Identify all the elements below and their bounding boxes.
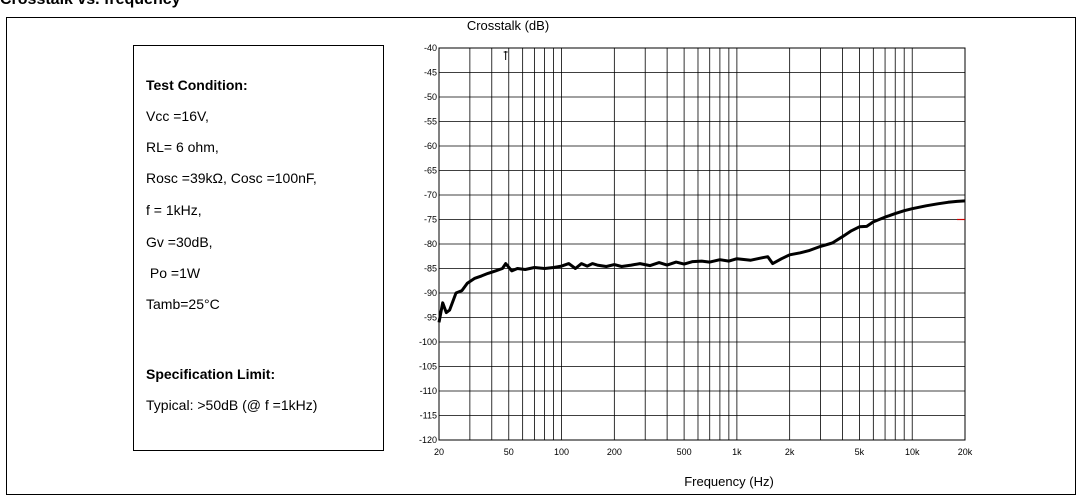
y-tick-label: -115	[420, 411, 437, 421]
test-condition-box: Test Condition: Vcc =16V, RL= 6 ohm, Ros…	[133, 45, 384, 451]
condition-rl: RL= 6 ohm,	[146, 139, 219, 155]
x-tick-label: 50	[504, 447, 514, 457]
y-tick-label: -105	[419, 362, 437, 372]
x-tick-label: 20k	[958, 447, 973, 457]
x-tick-label: 100	[554, 447, 569, 457]
condition-freq: f = 1kHz,	[146, 202, 202, 218]
x-axis-title: Frequency (Hz)	[684, 474, 774, 489]
condition-rosc-cosc: Rosc =39kΩ, Cosc =100nF,	[146, 170, 317, 186]
y-tick-label: -50	[424, 92, 437, 102]
y-tick-label: -40	[424, 43, 437, 53]
condition-gv: Gv =30dB,	[146, 234, 213, 250]
y-tick-label: -120	[419, 435, 437, 445]
condition-tamb: Tamb=25°C	[146, 296, 220, 312]
x-tick-label: 20	[434, 447, 444, 457]
condition-vcc: Vcc =16V,	[146, 108, 209, 124]
x-tick-label: 5k	[855, 447, 865, 457]
condition-po: Po =1W	[146, 265, 201, 281]
y-tick-label: -85	[424, 264, 437, 274]
spec-limit-heading: Specification Limit:	[146, 366, 276, 382]
figure-frame	[6, 17, 1076, 495]
y-tick-label: -110	[420, 386, 437, 396]
test-condition-heading: Test Condition:	[146, 77, 248, 93]
y-tick-label: -80	[424, 239, 437, 249]
y-tick-label: -75	[424, 215, 437, 225]
y-tick-label: -70	[424, 190, 437, 200]
crosstalk-series-line	[437, 199, 966, 323]
spec-limit-value: Typical: >50dB (@ f =1kHz)	[146, 397, 318, 413]
x-tick-label: 10k	[905, 447, 920, 457]
y-tick-label: -90	[424, 288, 437, 298]
plot-border	[438, 47, 966, 441]
y-tick-label: -65	[424, 166, 437, 176]
y-tick-labels: -40 -45 -50 -55 -60 -65 -70 -75 -80 -85 -90 -95 -100…	[419, 43, 437, 445]
x-tick-label: 500	[677, 447, 692, 457]
y-tick-label: -60	[424, 141, 437, 151]
chart-grid	[438, 47, 966, 441]
y-tick-label: -55	[424, 117, 437, 127]
x-tick-label: 1k	[732, 447, 742, 457]
figure-title: Crosstalk vs. frequency	[0, 0, 181, 9]
y-tick-label: -100	[419, 337, 437, 347]
y-tick-label: -95	[424, 313, 437, 323]
x-tick-label: 200	[607, 447, 622, 457]
y-axis-title: Crosstalk (dB)	[467, 18, 549, 33]
y-tick-label: -45	[424, 68, 437, 78]
x-tick-label: 2k	[785, 447, 795, 457]
x-tick-labels: 20 50 100 200 500 1k 2k 5k 10k 20k	[434, 447, 973, 457]
series-layer	[437, 51, 966, 323]
